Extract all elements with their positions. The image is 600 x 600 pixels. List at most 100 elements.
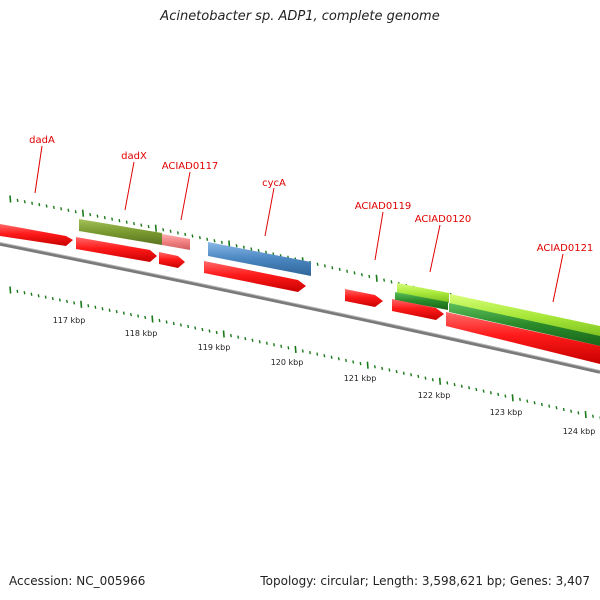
inner-minor-tick — [388, 368, 391, 372]
outer-minor-tick — [140, 223, 143, 227]
outer-minor-tick — [242, 245, 245, 249]
outer-minor-tick — [323, 264, 326, 268]
outer-minor-tick — [45, 204, 48, 208]
outer-minor-tick — [147, 224, 150, 229]
gene-label-dadX: dadX — [121, 151, 147, 162]
kbp-label-123: 123 kbp — [490, 408, 523, 417]
outer-minor-tick — [265, 250, 267, 254]
feature-red-arrow-4 — [345, 289, 383, 307]
inner-minor-tick — [424, 376, 427, 380]
inner-minor-tick — [273, 343, 275, 347]
outer-minor-tick — [198, 235, 201, 240]
outer-minor-tick — [67, 208, 70, 212]
inner-major-tick — [438, 377, 442, 385]
kbp-labels: 117 kbp 118 kbp 119 kbp 120 kbp 121 kbp … — [53, 316, 596, 436]
outer-minor-tick — [338, 267, 341, 272]
inner-minor-tick — [137, 314, 140, 318]
inner-minor-tick — [194, 326, 197, 330]
inner-minor-tick — [122, 311, 125, 315]
gene-leader-lines — [34, 145, 564, 303]
leader-dadX — [124, 161, 135, 211]
inner-minor-tick — [179, 323, 182, 327]
inner-major-tick — [9, 286, 12, 294]
outer-minor-tick — [383, 278, 386, 282]
outer-minor-tick — [250, 247, 253, 251]
inner-minor-tick — [453, 382, 456, 387]
leader-aciad0119 — [374, 211, 384, 261]
inner-minor-tick — [265, 341, 268, 345]
genome-backbone-highlight — [0, 242, 600, 371]
inner-minor-tick — [230, 333, 232, 338]
outer-minor-tick — [74, 210, 77, 214]
outer-minor-tick — [184, 232, 187, 237]
inner-minor-tick — [460, 384, 463, 388]
inner-minor-tick — [58, 298, 61, 302]
outer-minor-tick — [331, 266, 334, 270]
inner-minor-tick — [395, 369, 398, 374]
outer-major-tick — [154, 224, 157, 232]
inner-minor-tick — [475, 387, 478, 392]
lower-feature-row — [345, 289, 600, 364]
leader-dadA — [34, 145, 43, 194]
kbp-label-122: 122 kbp — [418, 391, 451, 400]
feature-dadX-bar — [79, 219, 162, 245]
kbp-label-118: 118 kbp — [125, 329, 158, 338]
inner-minor-tick — [497, 392, 500, 397]
inner-minor-tick — [352, 360, 355, 364]
gene-label-aciad0117: ACIAD0117 — [162, 161, 219, 172]
inner-minor-tick — [165, 320, 168, 324]
genome-backbone — [0, 242, 600, 374]
inner-minor-tick — [37, 294, 40, 298]
kbp-label-121: 121 kbp — [344, 374, 377, 383]
inner-major-tick — [584, 411, 587, 419]
inner-minor-tick — [526, 399, 529, 403]
inner-minor-tick — [548, 404, 551, 408]
outer-minor-tick — [133, 221, 135, 226]
inner-minor-tick — [115, 309, 118, 314]
inner-minor-tick — [187, 324, 190, 329]
inner-minor-tick — [287, 346, 290, 350]
outer-minor-tick — [52, 205, 55, 210]
inner-minor-tick — [101, 307, 104, 311]
inner-minor-tick — [30, 292, 33, 296]
inner-minor-tick — [562, 407, 565, 412]
outer-minor-tick — [191, 234, 194, 238]
inner-minor-tick — [208, 329, 211, 333]
inner-minor-tick — [540, 402, 543, 407]
inner-minor-tick — [519, 397, 521, 402]
inner-minor-tick — [280, 344, 283, 348]
inner-minor-tick — [244, 336, 247, 341]
inner-minor-tick — [381, 366, 384, 371]
leader-aciad0117 — [180, 171, 191, 221]
inner-minor-tick — [94, 305, 97, 309]
outer-minor-tick — [169, 229, 172, 233]
kbp-label-120: 120 kbp — [271, 358, 304, 367]
kbp-label-119: 119 kbp — [198, 343, 231, 352]
outer-minor-tick — [360, 273, 363, 277]
outer-minor-tick — [23, 200, 26, 204]
outer-major-tick — [9, 195, 12, 203]
feature-lime-bar-2 — [450, 294, 600, 338]
feature-green-bar-2 — [449, 303, 600, 346]
outer-minor-tick — [89, 212, 92, 217]
gene-label-aciad0120: ACIAD0120 — [415, 214, 472, 225]
inner-minor-tick — [158, 318, 161, 323]
inner-minor-tick — [201, 327, 204, 332]
leader-aciad0120 — [429, 224, 441, 273]
inner-minor-tick — [431, 378, 434, 382]
accession-text: Accession: NC_005966 — [9, 574, 146, 588]
leader-aciad0121 — [552, 253, 564, 303]
inner-minor-tick — [144, 315, 147, 320]
inner-minor-tick — [359, 361, 362, 366]
genome-summary-text: Topology: circular; Length: 3,598,621 bp… — [260, 574, 590, 588]
leader-cycA — [264, 187, 275, 237]
feature-red-arrow-1 — [76, 237, 157, 262]
outer-minor-tick — [206, 237, 209, 241]
feature-lime-bar-1 — [397, 283, 449, 303]
inner-major-tick — [80, 300, 83, 308]
gene-label-aciad0121: ACIAD0121 — [537, 243, 594, 254]
outer-minor-tick — [346, 269, 349, 273]
outer-minor-tick — [213, 239, 216, 243]
outer-minor-tick — [390, 280, 393, 284]
